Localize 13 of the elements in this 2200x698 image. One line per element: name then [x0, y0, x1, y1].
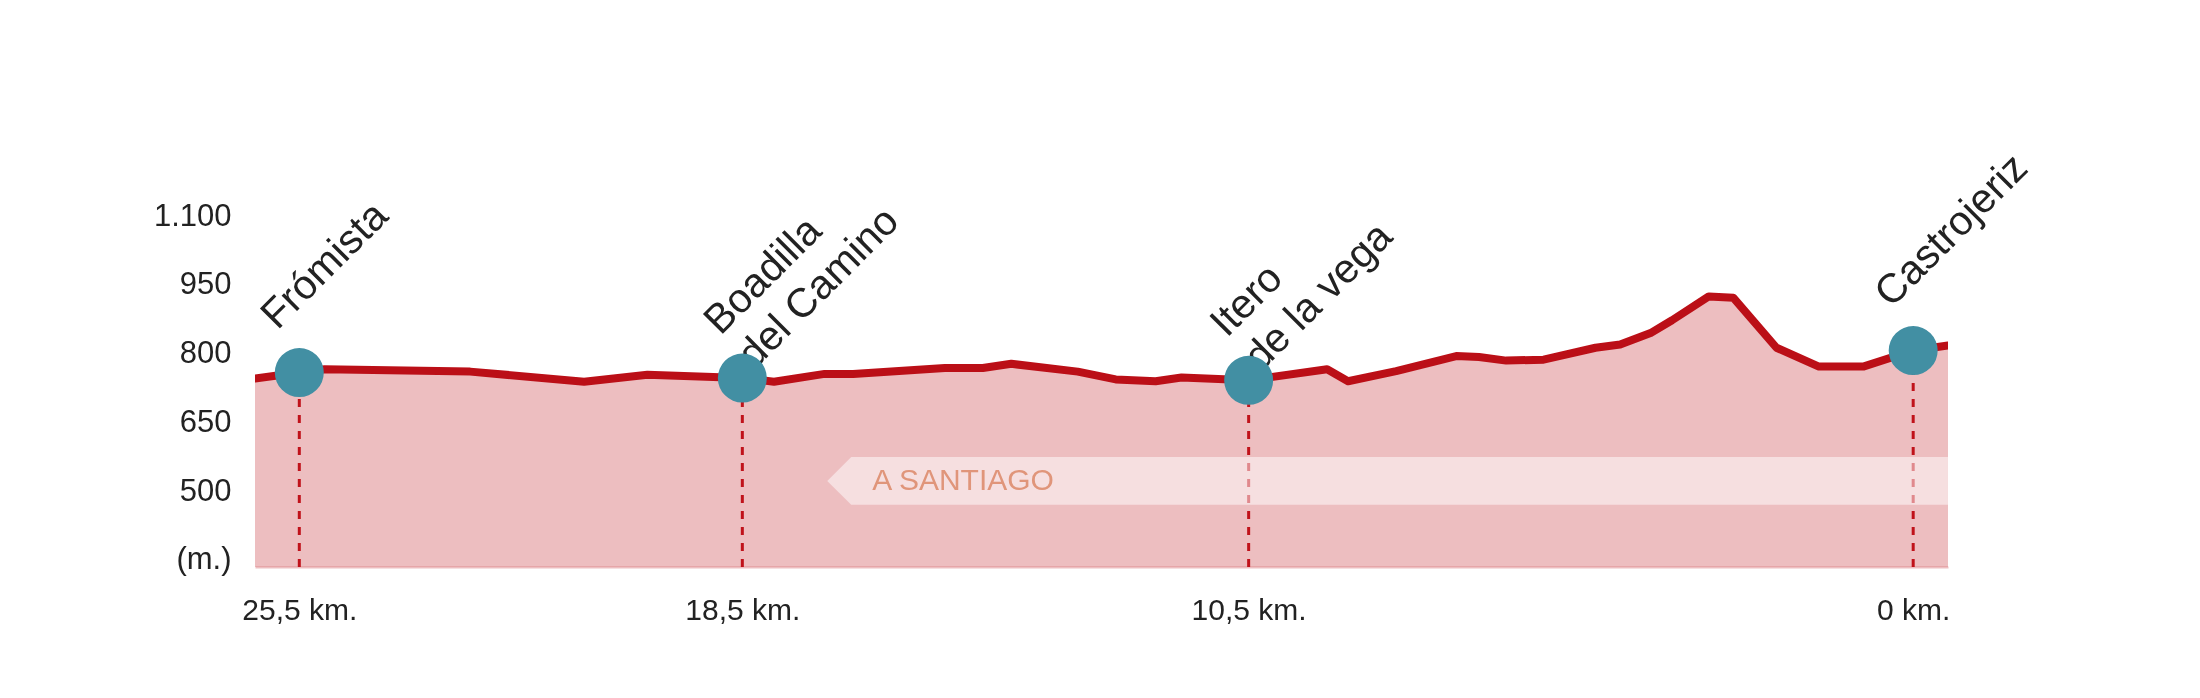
- x-tick-label: 25,5 km.: [242, 592, 358, 626]
- annotation: A SANTIAGO: [872, 462, 1054, 497]
- y-tick-label: 800: [179, 335, 232, 371]
- x-tick-label: 10,5 km.: [1191, 592, 1307, 626]
- x-tick-label: 0 km.: [1877, 592, 1951, 626]
- y-tick-label: 1.100: [153, 197, 232, 233]
- y-tick-label: (m.): [176, 541, 232, 577]
- y-tick-label: 500: [179, 472, 232, 508]
- point: [1888, 326, 1938, 375]
- x-tick-label: 18,5 km.: [685, 592, 801, 626]
- y-tick-label: 650: [179, 403, 232, 439]
- y-tick-label: 950: [179, 266, 232, 302]
- point: [274, 348, 324, 397]
